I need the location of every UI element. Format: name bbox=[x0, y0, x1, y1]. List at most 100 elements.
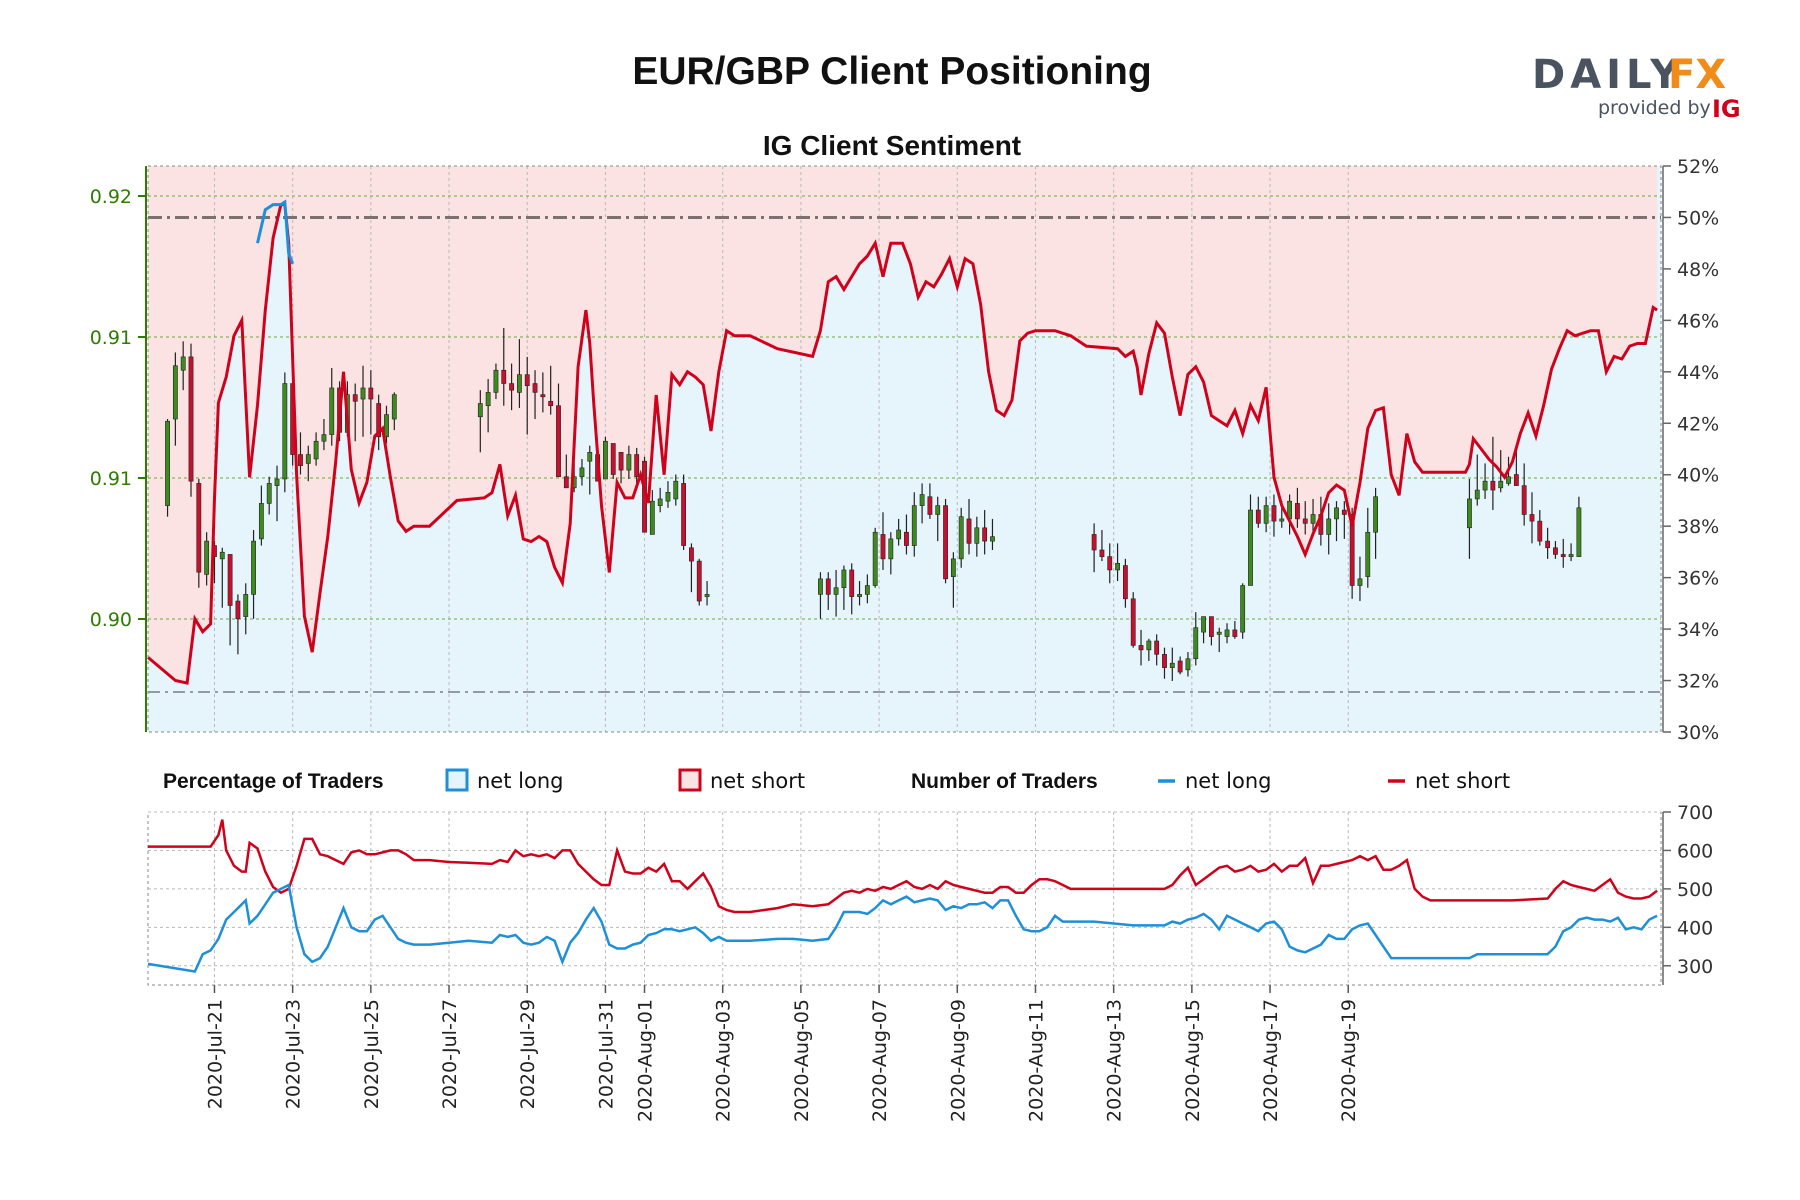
candle-up bbox=[274, 478, 280, 486]
dailyfx-logo: DAILY FX provided by IG bbox=[1532, 52, 1741, 123]
candle-down bbox=[927, 496, 933, 515]
count-tick-label: 300 bbox=[1677, 956, 1713, 978]
left-tick-label: 0.91 bbox=[90, 468, 132, 490]
chart-title: EUR/GBP Client Positioning bbox=[632, 50, 1151, 93]
sentiment-panel: 0.92 0.91 0.91 0.90 52% 50% 48% 46% 44% 42% 40% 38%… bbox=[90, 156, 1720, 744]
right-tick-label: 52% bbox=[1677, 156, 1719, 178]
candle-up bbox=[329, 387, 335, 435]
left-tick-label: 0.91 bbox=[90, 327, 132, 349]
candle-up bbox=[1498, 480, 1504, 489]
x-tick-label: 2020-Aug-11 bbox=[1025, 999, 1047, 1122]
left-tick-label: 0.90 bbox=[90, 609, 132, 631]
candle-down bbox=[1545, 540, 1551, 549]
candle-down bbox=[235, 600, 241, 620]
candle-down bbox=[849, 569, 855, 597]
candle-up bbox=[266, 483, 272, 504]
trader-count-panel: 700 600 500 400 300 bbox=[147, 802, 1713, 986]
right-tick-label: 38% bbox=[1677, 516, 1719, 538]
candle-down bbox=[1099, 549, 1105, 557]
candle-down bbox=[1209, 616, 1214, 637]
candle-down bbox=[1162, 654, 1167, 668]
x-tick-label: 2020-Aug-09 bbox=[947, 999, 969, 1122]
candle-up bbox=[1474, 489, 1480, 500]
candle-down bbox=[1341, 509, 1347, 515]
x-tick-label: 2020-Jul-31 bbox=[595, 999, 617, 1109]
logo-daily-text: DAILY bbox=[1532, 52, 1684, 98]
x-tick-label: 2020-Jul-21 bbox=[204, 999, 226, 1109]
candle-up bbox=[1216, 631, 1222, 635]
candle-down bbox=[1521, 485, 1527, 515]
net-short-sentiment-line bbox=[147, 203, 1658, 685]
candle-up bbox=[974, 527, 980, 544]
x-tick-label: 2020-Aug-01 bbox=[635, 999, 657, 1122]
legend-net-long-swatch bbox=[445, 768, 469, 792]
candle-up bbox=[204, 540, 210, 575]
candle-down bbox=[610, 443, 616, 475]
candle-down bbox=[556, 405, 561, 478]
candle-down bbox=[1295, 503, 1300, 520]
candle-up bbox=[911, 505, 917, 546]
candle-down bbox=[1154, 640, 1160, 655]
x-tick-label: 2020-Jul-27 bbox=[439, 999, 461, 1109]
candle-down bbox=[618, 452, 624, 471]
candle-up bbox=[219, 551, 225, 560]
net-long-sentiment-line bbox=[256, 199, 295, 265]
right-tick-label: 46% bbox=[1677, 310, 1719, 332]
candle-up bbox=[896, 529, 902, 540]
candle-up bbox=[1248, 509, 1253, 586]
candle-up bbox=[477, 403, 483, 418]
candle-down bbox=[966, 518, 972, 544]
candle-up bbox=[1326, 518, 1332, 535]
x-tick-label: 2020-Aug-05 bbox=[791, 999, 813, 1122]
candle-up bbox=[841, 569, 847, 589]
legend-net-short-swatch bbox=[678, 768, 702, 792]
candle-up bbox=[958, 516, 964, 560]
candle-up bbox=[313, 440, 319, 460]
candle-down bbox=[188, 356, 194, 482]
x-tick-label: 2020-Aug-17 bbox=[1260, 999, 1282, 1122]
candle-down bbox=[501, 369, 507, 384]
candle-up bbox=[603, 440, 608, 480]
candle-down bbox=[1091, 534, 1097, 551]
short-region-fill bbox=[148, 166, 1661, 684]
candle-up bbox=[243, 594, 249, 617]
candle-down bbox=[1553, 547, 1558, 555]
candle-down bbox=[548, 400, 554, 407]
candle-down bbox=[689, 547, 694, 562]
candle-up bbox=[673, 480, 679, 500]
candle-up bbox=[1201, 616, 1206, 633]
candle-up bbox=[990, 536, 995, 542]
candle-down bbox=[1302, 518, 1308, 524]
candle-up bbox=[888, 538, 894, 560]
candle-up bbox=[485, 392, 491, 407]
candle-down bbox=[1490, 480, 1496, 491]
candle-up bbox=[1310, 514, 1316, 524]
candle-up bbox=[251, 540, 256, 595]
candle-down bbox=[1255, 509, 1261, 524]
candle-down bbox=[298, 454, 303, 466]
candle-up bbox=[384, 414, 389, 438]
candle-up bbox=[579, 467, 585, 478]
candle-up bbox=[919, 494, 925, 506]
count-tick-label: 500 bbox=[1677, 879, 1713, 901]
candle-up bbox=[517, 374, 522, 393]
legend-net-short-label: net short bbox=[710, 769, 805, 793]
candle-down bbox=[634, 454, 640, 478]
logo-fx-text: FX bbox=[1668, 52, 1726, 98]
net-short-count-line bbox=[148, 819, 1658, 914]
candle-down bbox=[196, 483, 202, 573]
candle-down bbox=[1138, 645, 1144, 651]
count-tick-label: 600 bbox=[1677, 840, 1713, 862]
candle-up bbox=[1357, 578, 1363, 586]
candle-up bbox=[1193, 627, 1199, 660]
candle-down bbox=[1537, 520, 1543, 542]
candle-up bbox=[1568, 554, 1574, 557]
candle-up bbox=[833, 587, 839, 595]
legend-pct-heading: Percentage of Traders bbox=[163, 770, 384, 793]
x-tick-label: 2020-Aug-07 bbox=[869, 999, 891, 1122]
candle-up bbox=[704, 594, 710, 597]
net-long-count-line bbox=[147, 883, 1658, 973]
candle-down bbox=[1177, 660, 1183, 673]
candle-down bbox=[227, 554, 233, 606]
count-tick-label: 400 bbox=[1677, 917, 1713, 939]
